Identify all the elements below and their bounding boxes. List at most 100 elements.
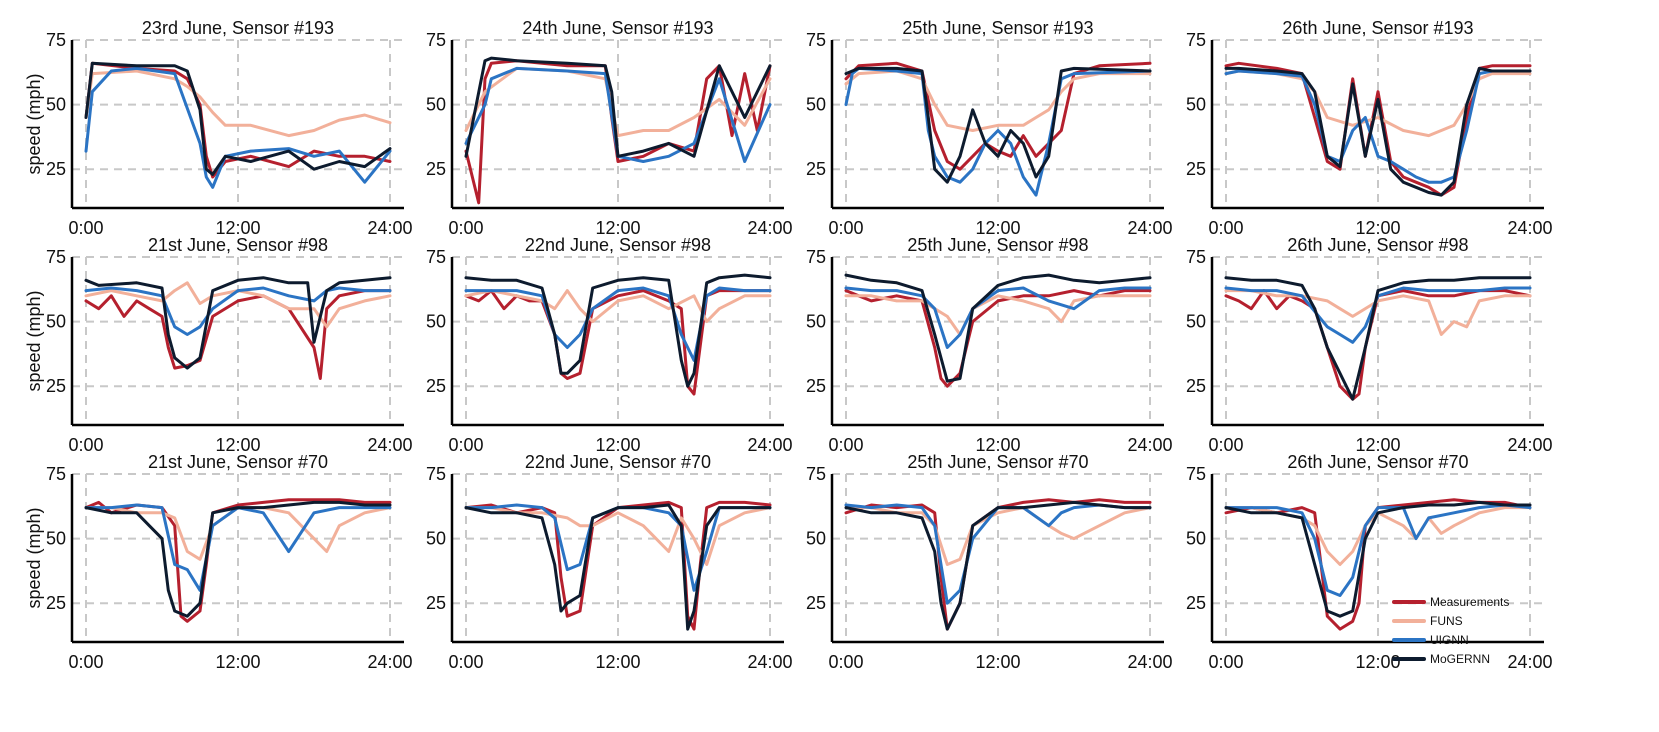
x-tick-label: 0:00 [448,652,483,672]
x-tick-label: 12:00 [1355,435,1400,455]
x-tick-label: 0:00 [448,435,483,455]
panel-title: 25th June, Sensor #70 [907,452,1088,472]
x-tick-label: 0:00 [68,652,103,672]
series-group [844,498,1152,631]
x-tick-label: 24:00 [367,652,412,672]
x-tick-label: 12:00 [975,435,1020,455]
y-tick-label: 75 [1186,30,1206,50]
y-tick-label: 50 [426,95,446,115]
series-line-mogernn [464,273,772,388]
series-line-mogernn [1224,276,1532,401]
x-tick-label: 24:00 [1127,435,1172,455]
x-tick-label: 24:00 [1507,218,1552,238]
series-line-mogernn [84,500,392,618]
x-tick-label: 24:00 [1127,218,1172,238]
series-line-uignn [1224,503,1532,597]
panel-title: 25th June, Sensor #193 [902,18,1093,38]
y-tick-label: 50 [1186,529,1206,549]
y-tick-label: 25 [806,593,826,613]
series-line-mogernn [464,503,772,631]
x-tick-label: 0:00 [68,218,103,238]
panel-title: 25th June, Sensor #98 [907,235,1088,255]
series-line-mogernn [1224,66,1532,197]
panel-title: 23rd June, Sensor #193 [142,18,334,38]
x-tick-label: 0:00 [1208,218,1243,238]
series-line-funs [84,281,392,329]
series-line-funs [844,506,1152,566]
y-tick-label: 25 [1186,593,1206,613]
x-tick-label: 24:00 [367,218,412,238]
x-tick-label: 0:00 [448,218,483,238]
series-line-funs [84,69,392,138]
panel-title: 26th June, Sensor #193 [1282,18,1473,38]
y-tick-label: 25 [426,593,446,613]
x-tick-label: 12:00 [975,652,1020,672]
panel-11: 25 50 75 0:00 12:00 24:00 25th June, Sensor #7… [806,452,1173,672]
y-tick-label: 50 [46,312,66,332]
panel-title: 22nd June, Sensor #70 [525,452,711,472]
y-tick-label: 75 [426,30,446,50]
y-tick-label: 25 [426,159,446,179]
legend-label: Measurements [1430,595,1509,609]
series-group [1224,61,1532,197]
series-line-uignn [84,286,392,336]
y-tick-label: 50 [426,312,446,332]
series-group [1224,276,1532,401]
series-group [84,276,392,380]
series-line-uignn [844,503,1152,605]
x-tick-label: 0:00 [828,218,863,238]
panel-2: 25 50 75 0:00 12:00 24:00 24th June, Sensor #1… [426,18,793,238]
x-tick-label: 0:00 [828,435,863,455]
series-line-uignn [84,66,392,189]
panel-title: 26th June, Sensor #98 [1287,235,1468,255]
series-group [84,61,392,189]
y-tick-label: 50 [46,95,66,115]
x-tick-label: 12:00 [215,218,260,238]
y-tick-label: 75 [426,464,446,484]
y-tick-label: 75 [1186,247,1206,267]
y-tick-label: 50 [806,95,826,115]
y-tick-label: 75 [426,247,446,267]
panel-7: 25 50 75 0:00 12:00 24:00 25th June, Sensor #9… [806,235,1173,455]
series-line-measurements [84,289,392,380]
y-tick-label: 50 [806,312,826,332]
x-tick-label: 12:00 [215,435,260,455]
y-tick-label: 25 [46,376,66,396]
panel-1: 25 50 75 0:00 12:00 24:00 23rd June, Sensor #1… [24,18,413,238]
y-tick-label: 25 [46,593,66,613]
y-tick-label: 50 [1186,95,1206,115]
panel-3: 25 50 75 0:00 12:00 24:00 25th June, Sensor #1… [806,18,1173,238]
panel-title: 21st June, Sensor #70 [148,452,328,472]
x-tick-label: 0:00 [68,435,103,455]
panel-title: 22nd June, Sensor #98 [525,235,711,255]
y-tick-label: 75 [806,30,826,50]
y-tick-label: 75 [806,247,826,267]
panel-title: 26th June, Sensor #70 [1287,452,1468,472]
series-line-mogernn [1224,500,1532,618]
y-tick-label: 25 [1186,376,1206,396]
y-tick-label: 75 [1186,464,1206,484]
panel-8: 25 50 75 0:00 12:00 24:00 26th June, Sensor #9… [1186,235,1553,455]
y-tick-label: 75 [46,464,66,484]
series-group [84,498,392,623]
y-tick-label: 25 [426,376,446,396]
panel-4: 25 50 75 0:00 12:00 24:00 26th June, Sensor #1… [1186,18,1553,238]
y-axis-label: speed (mph) [24,73,44,174]
x-tick-label: 24:00 [747,218,792,238]
series-line-uignn [1224,286,1532,344]
y-tick-label: 25 [806,376,826,396]
series-line-funs [1224,289,1532,336]
series-line-uignn [844,66,1152,197]
series-line-mogernn [464,56,772,158]
y-tick-label: 50 [806,529,826,549]
x-tick-label: 12:00 [215,652,260,672]
series-line-funs [844,69,1152,132]
panel-12: 25 50 75 0:00 12:00 24:00 26th June, Sensor #7… [1186,452,1553,672]
series-line-mogernn [84,276,392,370]
panel-title: 24th June, Sensor #193 [522,18,713,38]
y-tick-label: 25 [806,159,826,179]
series-line-uignn [1224,69,1532,184]
legend-label: UIGNN [1430,633,1469,647]
y-tick-label: 75 [46,30,66,50]
